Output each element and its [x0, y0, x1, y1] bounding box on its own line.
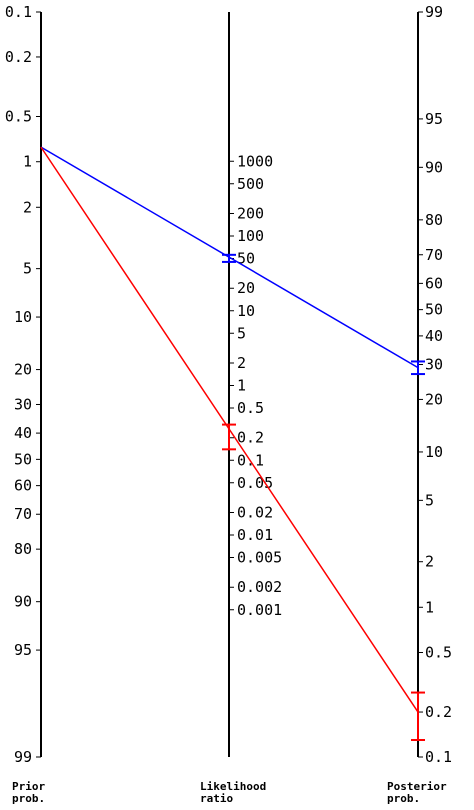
prior-tick-label: 70	[14, 505, 32, 523]
likelihood-ratio-tick-label: 0.5	[237, 399, 264, 417]
likelihood-ratio-tick-label: 0.02	[237, 503, 273, 521]
posterior-tick-label: 20	[425, 390, 443, 408]
likelihood-ratio-tick-label: 50	[237, 250, 255, 268]
likelihood-ratio-tick-label: 5	[237, 324, 246, 342]
prior-tick-label: 1	[23, 153, 32, 171]
likelihood-ratio-tick-label: 100	[237, 227, 264, 245]
likelihood-ratio-axis-title-line-1: Likelihood	[200, 780, 266, 793]
prior-tick-label: 80	[14, 540, 32, 558]
posterior-tick-label: 99	[425, 3, 443, 21]
series-lines	[40, 146, 425, 741]
prior-tick-label: 40	[14, 424, 32, 442]
likelihood-ratio-tick-label: 0.01	[237, 526, 273, 544]
posterior-tick-label: 10	[425, 443, 443, 461]
posterior-tick-label: 2	[425, 553, 434, 571]
posterior-tick-label: 70	[425, 246, 443, 264]
prior-axis-title-line-2: prob.	[12, 792, 45, 805]
prior-tick-label: 0.2	[5, 48, 32, 66]
posterior-tick-label: 5	[425, 491, 434, 509]
likelihood-ratio-tick-label: 0.05	[237, 474, 273, 492]
posterior-tick-label: 1	[425, 598, 434, 616]
prior-tick-label: 0.1	[5, 3, 32, 21]
likelihood-ratio-axis-title-line-2: ratio	[200, 792, 233, 805]
likelihood-ratio-tick-label: 0.2	[237, 429, 264, 447]
prior-tick-label: 60	[14, 477, 32, 495]
series-2-posterior-ci	[411, 691, 425, 741]
posterior-axis-title-line-1: Posterior	[387, 780, 447, 793]
posterior-tick-label: 95	[425, 110, 443, 128]
posterior-tick-label: 0.5	[425, 643, 452, 661]
series-1-lr-ci	[222, 253, 236, 263]
likelihood-ratio-tick-label: 0.001	[237, 601, 282, 619]
posterior-tick-label: 80	[425, 211, 443, 229]
prior-tick-label: 20	[14, 361, 32, 379]
posterior-tick-label: 0.1	[425, 748, 452, 766]
axis-lines	[40, 12, 419, 757]
posterior-axis-title-line-2: prob.	[387, 792, 420, 805]
posterior-tick-label: 0.2	[425, 703, 452, 721]
series-1-posterior-ci	[411, 360, 425, 376]
likelihood-ratio-tick-label: 20	[237, 279, 255, 297]
prior-tick-label: 2	[23, 198, 32, 216]
prior-axis-title-line-1: Prior	[12, 780, 45, 793]
tick-marks	[36, 11, 423, 758]
likelihood-ratio-tick-label: 500	[237, 175, 264, 193]
prior-tick-label: 50	[14, 450, 32, 468]
prior-tick-label: 99	[14, 748, 32, 766]
prior-tick-label: 5	[23, 260, 32, 278]
prior-tick-label: 10	[14, 308, 32, 326]
prior-tick-label: 95	[14, 641, 32, 659]
posterior-tick-label: 60	[425, 274, 443, 292]
prior-tick-label: 30	[14, 395, 32, 413]
prior-tick-label: 0.5	[5, 108, 32, 126]
tick-labels: 0.1 0.2 0.5 1 2 5 10 20 30 40 50 60 70 80 90 95 99 99 95 90…	[5, 3, 452, 766]
likelihood-ratio-tick-label: 0.002	[237, 578, 282, 596]
likelihood-ratio-tick-label: 0.005	[237, 549, 282, 567]
likelihood-ratio-tick-label: 1000	[237, 152, 273, 170]
posterior-tick-label: 30	[425, 356, 443, 374]
posterior-tick-label: 40	[425, 327, 443, 345]
likelihood-ratio-tick-label: 2	[237, 354, 246, 372]
likelihood-ratio-tick-label: 200	[237, 204, 264, 222]
prior-tick-label: 90	[14, 593, 32, 611]
posterior-tick-label: 50	[425, 301, 443, 319]
likelihood-ratio-tick-label: 1	[237, 377, 246, 395]
posterior-tick-label: 90	[425, 158, 443, 176]
likelihood-ratio-tick-label: 10	[237, 302, 255, 320]
series-2-lr-ci	[222, 423, 236, 451]
